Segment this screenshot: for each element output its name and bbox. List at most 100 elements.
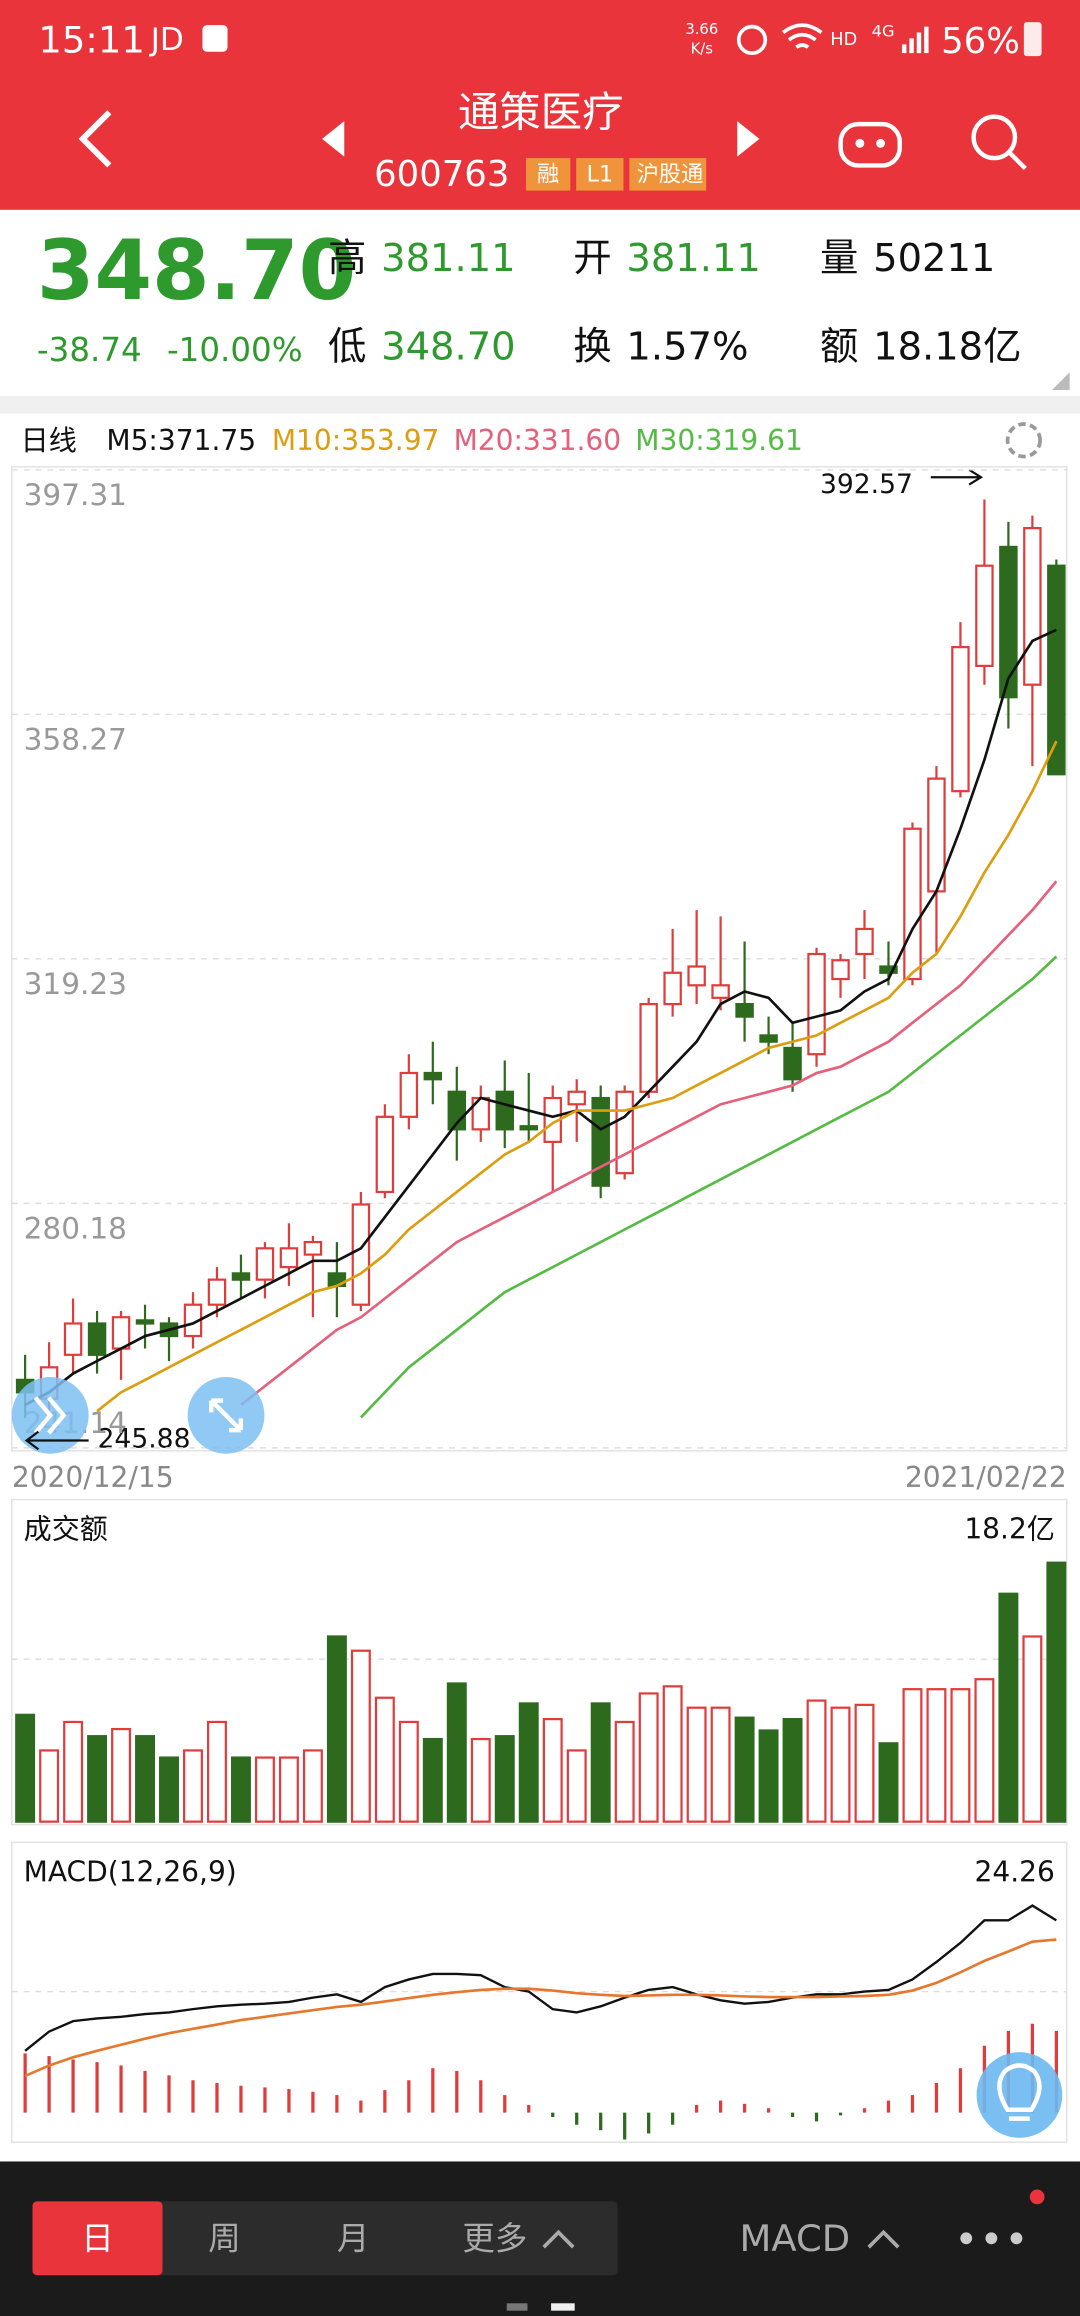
candle-body bbox=[63, 1322, 83, 1356]
volume-bar bbox=[542, 1717, 563, 1823]
volume-bar bbox=[111, 1727, 132, 1823]
volume-bar bbox=[63, 1720, 84, 1823]
status-icon bbox=[202, 25, 228, 52]
expand-icon bbox=[209, 1398, 244, 1433]
candle-body bbox=[879, 965, 898, 974]
candle-body bbox=[999, 545, 1018, 699]
ma-line bbox=[96, 740, 1058, 1413]
wifi-icon bbox=[781, 23, 823, 49]
volume-bar bbox=[638, 1692, 659, 1823]
volume-frame bbox=[11, 1498, 1068, 1826]
ma-legend: M20:331.60 bbox=[454, 424, 622, 457]
volume-bar bbox=[950, 1688, 971, 1823]
tab-active bbox=[32, 2201, 163, 2276]
candle-body bbox=[735, 1002, 754, 1018]
candle-body bbox=[855, 927, 874, 956]
tip-button[interactable] bbox=[976, 2052, 1063, 2138]
volume-bar bbox=[302, 1749, 323, 1823]
notice-dot bbox=[1029, 2189, 1045, 2205]
more-dot[interactable] bbox=[960, 2232, 973, 2245]
stat-label: 开 bbox=[573, 236, 611, 281]
candle-body bbox=[351, 1203, 371, 1306]
candle-body bbox=[87, 1322, 107, 1356]
volume-bar bbox=[87, 1735, 108, 1823]
candle-body bbox=[975, 564, 994, 668]
volume-bar bbox=[1046, 1561, 1067, 1823]
tab[interactable]: 日 bbox=[81, 2219, 114, 2257]
volume-bar bbox=[230, 1756, 251, 1823]
candle-body bbox=[495, 1090, 514, 1131]
volume-bar bbox=[686, 1706, 707, 1823]
stat-value: 348.70 bbox=[381, 325, 515, 370]
home-indicator bbox=[506, 2303, 528, 2311]
volume-bar bbox=[326, 1635, 347, 1823]
volume-bar bbox=[758, 1729, 779, 1823]
volume-bar bbox=[159, 1756, 179, 1823]
volume-bar bbox=[446, 1682, 467, 1823]
high-label: 392.57 bbox=[820, 469, 913, 500]
volume-max: 18.2亿 bbox=[964, 1513, 1055, 1546]
signal-icon bbox=[901, 26, 929, 54]
y-tick-label: 397.31 bbox=[24, 478, 127, 512]
tab[interactable]: 月 bbox=[337, 2219, 370, 2257]
y-tick-label: 358.27 bbox=[24, 722, 127, 756]
low-label: 245.88 bbox=[98, 1424, 191, 1455]
candle-body bbox=[399, 1071, 419, 1118]
candle-body bbox=[615, 1090, 634, 1175]
back-button[interactable] bbox=[78, 110, 112, 168]
candle-body bbox=[303, 1240, 323, 1256]
next-stock[interactable] bbox=[737, 121, 760, 157]
tab[interactable]: 更多 bbox=[462, 2219, 527, 2257]
volume-bar bbox=[878, 1742, 899, 1823]
badge-text: 沪股通 bbox=[637, 161, 703, 187]
volume-bar bbox=[254, 1756, 275, 1823]
y-tick-label: 319.23 bbox=[24, 967, 127, 1001]
ma-legend: M30:319.61 bbox=[635, 424, 803, 457]
tip-icon bbox=[997, 2063, 1042, 2121]
candle-body bbox=[567, 1090, 586, 1106]
stat-label: 低 bbox=[328, 325, 366, 370]
robot-icon[interactable] bbox=[838, 121, 902, 168]
change-pct: -10.00% bbox=[167, 331, 303, 369]
volume-bar bbox=[710, 1706, 731, 1823]
corner bbox=[1051, 372, 1070, 391]
badge-text: 融 bbox=[537, 161, 559, 187]
candle-body bbox=[783, 1046, 802, 1081]
volume-bar bbox=[374, 1696, 395, 1823]
volume-bar bbox=[183, 1749, 203, 1823]
volume-bar bbox=[398, 1720, 419, 1823]
search-icon[interactable] bbox=[971, 114, 1018, 161]
stat-label: 换 bbox=[573, 325, 611, 370]
candle-body bbox=[375, 1115, 395, 1194]
more-dot bbox=[1010, 2232, 1023, 2245]
stat-value: 381.11 bbox=[626, 236, 760, 281]
stat-value: 1.57% bbox=[626, 325, 748, 370]
prev-stock[interactable] bbox=[322, 121, 345, 157]
end-date: 2021/02/22 bbox=[905, 1461, 1067, 1494]
macd-dif bbox=[24, 1904, 1057, 2052]
candle-body bbox=[687, 965, 706, 987]
settings-icon[interactable] bbox=[1005, 422, 1042, 459]
ma-line bbox=[24, 628, 1057, 1407]
tab-bar bbox=[32, 2201, 618, 2276]
status-hd: HD bbox=[830, 30, 857, 50]
volume-bar bbox=[806, 1699, 827, 1823]
ma-legend: M10:353.97 bbox=[272, 424, 440, 457]
high-arrow bbox=[930, 468, 984, 486]
indicator-selector[interactable]: MACD bbox=[740, 2217, 851, 2260]
volume-bar bbox=[422, 1737, 443, 1823]
candle-body bbox=[423, 1071, 443, 1081]
battery-icon bbox=[1023, 22, 1042, 57]
tab[interactable]: 周 bbox=[208, 2219, 241, 2257]
candle-body bbox=[255, 1247, 275, 1281]
badge-text: L1 bbox=[587, 161, 613, 187]
candle-body bbox=[639, 1002, 658, 1093]
candle-body bbox=[1047, 564, 1066, 776]
volume-bar bbox=[926, 1688, 947, 1823]
ma-line bbox=[359, 955, 1058, 1419]
separator bbox=[0, 395, 1080, 414]
volume-bar bbox=[135, 1735, 156, 1823]
indicator-caret bbox=[867, 2229, 900, 2249]
candle-body bbox=[831, 959, 850, 981]
